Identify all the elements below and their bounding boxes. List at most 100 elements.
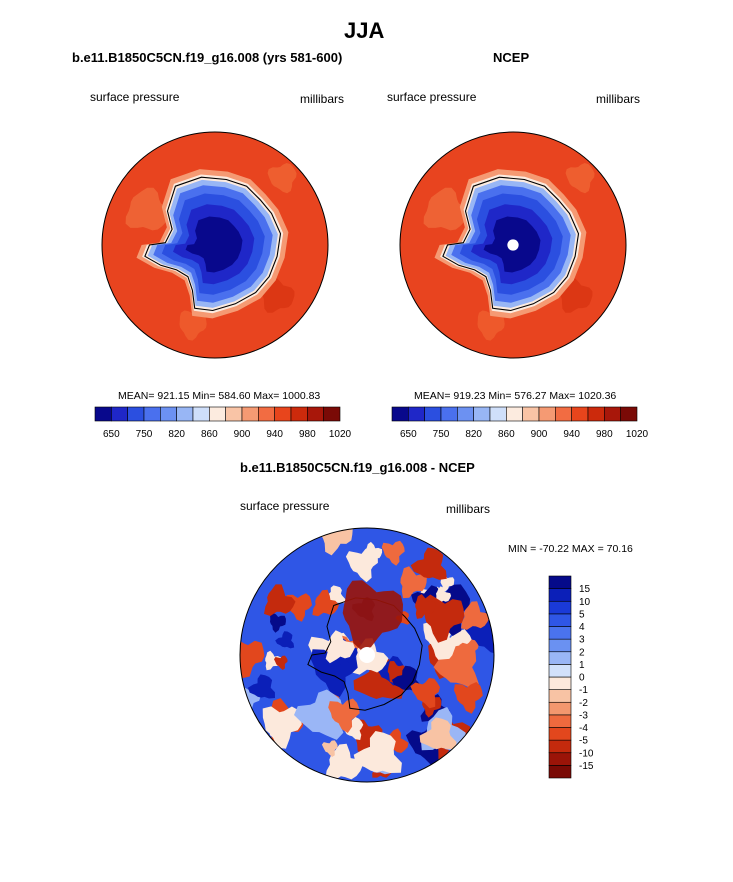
diff-map-difference-cell [435,586,452,605]
diff-map [239,527,495,783]
diff-colorbar-tick-label: -10 [579,748,594,759]
panel-1-colorbar-tick-label: 820 [168,429,185,440]
panel-2-map-contour-level [434,169,587,319]
diff-map-difference-cell [391,665,421,692]
diff-variable-label: surface pressure [240,499,330,513]
diff-map-difference-cell [286,593,312,622]
diff-colorbar-swatch [548,701,572,716]
diff-map-difference-cell [308,632,353,681]
diff-colorbar-tick-label: -1 [579,685,588,696]
diff-map-difference-cell [352,596,376,622]
diff-map-difference-cell [267,715,286,738]
diff-map-difference-cell [410,547,447,580]
diff-map-difference-cell [433,644,479,689]
panel-1-colorbar-swatch [160,406,177,422]
diff-map-difference-cell [312,702,333,721]
diff-map-difference-cell [422,693,442,718]
panel-2-map-contour-level [451,185,571,303]
panel-2-colorbar-tick-label: 980 [596,429,613,440]
panel-2-colorbar-swatch [457,406,474,422]
diff-map-difference-cell [331,636,358,668]
panel-2-map-contour-level [445,179,576,308]
diff-map-difference-cell [325,630,355,664]
diff-colorbar-swatch [548,588,572,602]
panel-2-map-map-border [399,131,627,359]
panel-1-colorbar-swatch [323,406,341,422]
panel-1-stats: MEAN= 921.15 Min= 584.60 Max= 1000.83 [118,390,321,402]
panel-2-title: NCEP [493,50,530,65]
diff-map-coastline [307,597,423,711]
diff-map-difference-cell [387,661,406,683]
diff-map-difference-cell [247,674,275,699]
panel-1-colorbar-tick-label: 900 [234,429,251,440]
diff-colorbar-tick-label: -5 [579,736,588,747]
panel-1-map-contour-level [153,185,273,303]
diff-map-difference-cell [453,682,483,714]
panel-1-colorbar-tick-label: 650 [103,429,120,440]
panel-1-colorbar-swatch [290,406,308,422]
panel-2-colorbar-swatch [473,406,491,422]
diff-map-difference-cell [459,639,479,660]
panel-2-colorbar-tick-label: 750 [433,429,450,440]
diff-colorbar-tick-label: -4 [579,723,588,734]
panel-1-map-contour-level [185,216,243,273]
diff-map-pole-hole [359,647,375,663]
diff-colorbar-tick-label: 5 [579,609,585,620]
panel-1-units-label: millibars [300,92,345,106]
panel-2-map-pressure-anomaly-patch [423,187,468,231]
panel-1-map-contour-level [136,169,289,319]
panel-2-colorbar-swatch [604,406,621,422]
diff-colorbar-tick-label: -2 [579,698,588,709]
diff-colorbar-swatch [548,739,572,754]
diff-map-difference-cell [461,601,490,630]
diff-colorbar-swatch [548,613,572,627]
panel-2-colorbar-swatch [440,406,458,422]
diff-map-difference-cell [268,698,305,742]
diff-map-difference-cell [374,655,404,686]
diff-map-difference-cell [353,719,383,755]
diff-colorbar-tick-label: 0 [579,673,585,684]
diff-colorbar-tick-label: 1 [579,660,585,671]
diff-map-difference-cell [420,694,450,723]
panel-1-colorbar-swatch [307,406,324,422]
panel-2-map [399,131,627,359]
panel-2-colorbar-tick-label: 940 [563,429,580,440]
diff-colorbar-swatch [548,689,572,703]
diff-map-difference-cell [353,731,402,773]
panel-1-colorbar-tick-label: 860 [201,429,218,440]
panel-1-colorbar-tick-label: 980 [299,429,316,440]
panel-1-colorbar-swatch [192,406,210,422]
diff-colorbar-swatch [548,714,572,728]
panel-1-map-pressure-anomaly-patch [179,310,207,341]
diff-map-difference-cell [312,706,330,723]
panel-2-map-contour-level [471,204,553,285]
diff-map-difference-cell [395,611,410,625]
panel-1-colorbar-tick-label: 750 [136,429,153,440]
diff-map-difference-cell [405,724,445,766]
diff-title: b.e11.B1850C5CN.f19_g16.008 - NCEP [240,460,475,475]
diff-map-difference-cell [321,740,338,757]
panel-1-colorbar-swatch [176,406,194,422]
panel-1-colorbar-swatch [241,406,259,422]
panel-2-colorbar-tick-label: 900 [531,429,548,440]
panel-1-map-ocean-field [102,132,328,358]
diff-map-difference-cell [241,687,261,710]
panel-2-map-contour-level [440,174,582,314]
diff-map-difference-cell [262,706,302,749]
diff-colorbar-swatch [548,676,572,690]
panel-1-map-contour-level [147,179,278,308]
diff-map-difference-cell [419,717,457,750]
panel-1-map-contour-level [173,204,255,285]
panel-1-colorbar-tick-label: 1020 [329,429,352,440]
diff-map-difference-cell [367,749,386,771]
panel-2-units-label: millibars [596,92,641,106]
panel-1-map-pressure-anomaly-patch [125,187,170,231]
panel-2-colorbar: 650 750 820 860 900 940 980 1020 [391,406,649,440]
diff-map-difference-cell [328,698,360,733]
diff-colorbar-tick-label: -3 [579,710,588,721]
diff-colorbar-swatch [548,626,572,640]
diff-map-difference-cell [265,650,281,671]
panel-2-colorbar-swatch [408,406,425,422]
